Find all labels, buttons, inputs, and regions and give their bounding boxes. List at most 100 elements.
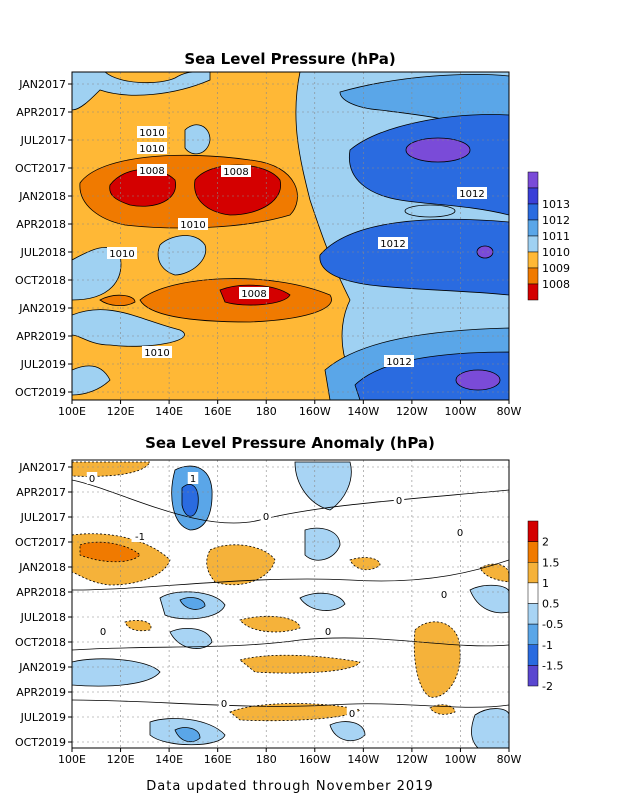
contour-label-bg <box>137 164 167 176</box>
y-tick-label: OCT2019 <box>15 386 66 399</box>
y-tick-label: JUL2017 <box>20 134 66 147</box>
contour-label-bg <box>239 287 269 299</box>
contour-label: 1 <box>190 474 196 485</box>
contour-label: 0 <box>221 699 227 710</box>
chart1-colorbar: 1008 1009 1010 1011 1012 1013 <box>527 171 570 301</box>
contour-label: 1008 <box>241 289 266 300</box>
colorbar-swatch <box>527 267 539 285</box>
contour-label-bg <box>86 472 98 484</box>
x-tick-label: 160E <box>204 753 232 766</box>
chart1-frame <box>71 71 510 401</box>
colorbar-swatch <box>527 171 539 189</box>
x-tick-label: 120E <box>107 405 135 418</box>
chart2-grid <box>72 460 509 748</box>
colorbar-swatch <box>527 623 539 645</box>
y-tick-label: APR2017 <box>16 486 66 499</box>
x-tick-label: 80W <box>497 753 522 766</box>
y-tick-label: OCT2018 <box>15 274 66 287</box>
y-tick-label: JUL2019 <box>20 711 66 724</box>
contour-label: 1010 <box>139 128 164 139</box>
contour-label: 1010 <box>180 220 205 231</box>
y-tick-label: JUL2019 <box>20 358 66 371</box>
contour-label: 1012 <box>386 357 411 368</box>
contour-label-bg <box>221 165 251 177</box>
y-tick-label: JUL2018 <box>20 246 66 259</box>
x-tick-label: 180 <box>256 405 277 418</box>
contour-label-bg <box>142 346 172 358</box>
contour-label: 0 <box>349 709 355 720</box>
colorbar-label: 1011 <box>542 230 570 243</box>
contour-label-bg <box>454 526 466 538</box>
contour-label: 1012 <box>459 189 484 200</box>
contour-label-bg <box>457 187 487 199</box>
contour-label-bg <box>137 126 167 138</box>
contour-label-bg <box>384 355 414 367</box>
chart2-colorbar: 2 1.5 1 0.5 -0.5 -1 -1.5 -2 <box>527 520 563 693</box>
x-tick-label: 160E <box>204 405 232 418</box>
contour-label: 1012 <box>380 239 405 250</box>
x-tick-label: 80W <box>497 405 522 418</box>
y-tick-label: JAN2018 <box>18 190 66 203</box>
x-tick-label: 140W <box>347 753 379 766</box>
contour-label-bg <box>178 218 208 230</box>
contour-label-bg <box>438 588 450 600</box>
contour-label-bg <box>378 237 408 249</box>
colorbar-swatch <box>527 219 539 237</box>
x-tick-label: 100E <box>58 405 86 418</box>
colorbar-label: 1.5 <box>542 556 560 569</box>
contour-label-bg <box>260 510 272 522</box>
y-tick-label: OCT2019 <box>15 736 66 749</box>
y-tick-label: JAN2017 <box>18 78 66 91</box>
x-tick-label: 120W <box>396 753 428 766</box>
x-tick-label: 120E <box>107 753 135 766</box>
colorbar-swatch <box>527 283 539 301</box>
x-tick-label: 140E <box>155 405 183 418</box>
colorbar-label: -2 <box>542 680 553 693</box>
colorbar-swatch <box>527 203 539 221</box>
y-tick-label: APR2017 <box>16 106 66 119</box>
y-tick-label: OCT2017 <box>15 536 66 549</box>
contour-label-bg <box>107 247 137 259</box>
colorbar-swatch <box>527 665 539 687</box>
colorbar-label: 1 <box>542 577 549 590</box>
y-tick-label: JUL2018 <box>20 611 66 624</box>
colorbar-swatch <box>527 187 539 205</box>
x-tick-label: 160W <box>299 753 331 766</box>
chart1-axes: JAN2017 APR2017 JUL2017 OCT2017 JAN2018 APR20… <box>15 78 522 418</box>
colorbar-swatch <box>527 235 539 253</box>
x-tick-label: 180 <box>256 753 277 766</box>
contour-label: -1 <box>135 532 145 543</box>
contour-label: 0 <box>89 474 95 485</box>
contour-label-bg <box>393 494 405 506</box>
y-tick-label: JUL2017 <box>20 511 66 524</box>
footer-note: Data updated through November 2019 <box>146 779 433 794</box>
y-tick-label: APR2018 <box>16 218 66 231</box>
x-tick-label: 100W <box>445 753 477 766</box>
y-tick-label: APR2018 <box>16 586 66 599</box>
chart2-title: Sea Level Pressure Anomaly (hPa) <box>145 434 435 452</box>
colorbar-label: 1010 <box>542 246 570 259</box>
contour-label: 1010 <box>109 249 134 260</box>
chart1-contour-labels: 1010 1010 1008 1008 1010 1010 1008 1010 1012 1012… <box>107 126 487 368</box>
x-tick-label: 100W <box>445 405 477 418</box>
contour-label-bg <box>346 707 358 719</box>
y-tick-label: JAN2019 <box>18 661 66 674</box>
contour-label: 0 <box>396 496 402 507</box>
colorbar-label: -0.5 <box>542 618 563 631</box>
colorbar-label: 2 <box>542 536 549 549</box>
x-tick-label: 160W <box>299 405 331 418</box>
colorbar-label: 1012 <box>542 214 570 227</box>
chart2-axes: JAN2017 APR2017 JUL2017 OCT2017 JAN2018 APR20… <box>15 461 522 766</box>
contour-label: 0 <box>457 528 463 539</box>
colorbar-swatch <box>527 251 539 269</box>
colorbar-label: 0.5 <box>542 598 560 611</box>
y-tick-label: APR2019 <box>16 330 66 343</box>
colorbar-label: 1008 <box>542 278 570 291</box>
colorbar-label: 1013 <box>542 198 570 211</box>
colorbar-label: -1.5 <box>542 659 563 672</box>
colorbar-swatch <box>527 562 539 584</box>
colorbar-swatch <box>527 603 539 625</box>
y-tick-label: OCT2017 <box>15 162 66 175</box>
y-tick-label: JAN2019 <box>18 302 66 315</box>
contour-label-bg <box>137 142 167 154</box>
